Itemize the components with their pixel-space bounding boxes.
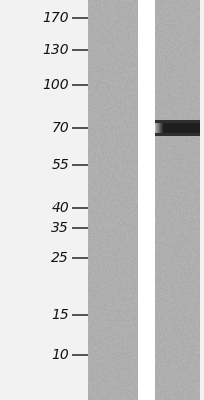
Text: 10: 10 (51, 348, 69, 362)
Text: 35: 35 (51, 221, 69, 235)
Text: 55: 55 (51, 158, 69, 172)
Text: 25: 25 (51, 251, 69, 265)
Text: 130: 130 (42, 43, 69, 57)
Text: 40: 40 (51, 201, 69, 215)
Text: 70: 70 (51, 121, 69, 135)
Text: 170: 170 (42, 11, 69, 25)
Text: 100: 100 (42, 78, 69, 92)
Text: 15: 15 (51, 308, 69, 322)
